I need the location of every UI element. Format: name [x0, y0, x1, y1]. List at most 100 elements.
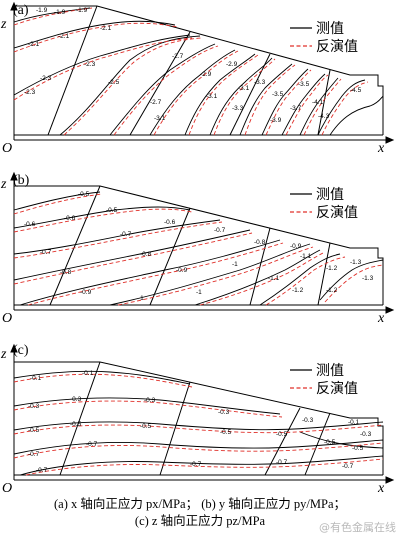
contour-label: -1 [196, 289, 202, 296]
contour-label: -2.5 [108, 79, 120, 86]
axis-z-label: z [0, 347, 7, 362]
contour-label: -1.3 [362, 275, 374, 282]
contour-label: -2.1 [28, 41, 40, 48]
contour-label: -1.2 [292, 287, 304, 294]
origin-label: O [2, 141, 12, 156]
legend-inverted-label: 反演值 [316, 381, 358, 397]
contour-label: -3.3 [254, 79, 266, 86]
contour-label: -0.1 [348, 419, 360, 426]
contour-label: -2.3 [24, 89, 36, 96]
contour-label: -0.5 [28, 427, 40, 434]
contour-label: -0.5 [324, 439, 336, 446]
legend-a: 测值 反演值 [290, 21, 358, 55]
contour-label: -3.1 [154, 115, 166, 122]
contour-label: -1 [232, 261, 238, 268]
legend-measured-label: 测值 [316, 187, 344, 203]
contour-label: -0.5 [276, 431, 288, 438]
contour-label: -4.1 [312, 99, 324, 106]
contour-label: -1.3 [350, 259, 362, 266]
dam-outline-c [13, 361, 384, 476]
dam-outline-b [13, 185, 384, 306]
inverted-contours-a [13, 7, 369, 136]
contour-label: -0.7 [120, 231, 132, 238]
contour-label: -3.3 [232, 105, 244, 112]
axis-z-label: z [0, 177, 7, 192]
watermark: @有色金属在线 [319, 521, 396, 534]
contour-label: -2.3 [84, 61, 96, 68]
caption-line-2: (c) z 轴向正应力 pz/MPa [134, 514, 266, 528]
contour-labels-a: -1.9 -1.9 -1.9 -2.1 -2.1 -2.1 -2.3 -2.3 … [24, 7, 362, 124]
contour-plot-b: z (b) x O [0, 171, 395, 326]
contour-label: -3.7 [290, 105, 302, 112]
contour-label: -0.7 [28, 451, 40, 458]
panel-tag: (c) [13, 343, 29, 358]
contour-label: -0.7 [190, 461, 202, 468]
figure-caption: (a) x 轴向正应力 px/MPa； (b) y 轴向正应力 py/MPa； … [0, 496, 400, 530]
contour-label: -0.7 [214, 227, 226, 234]
measured-contours-a [13, 7, 384, 136]
contour-label: -0.6 [24, 221, 36, 228]
contour-label: -0.8 [254, 239, 266, 246]
contour-label: -2.1 [100, 25, 112, 32]
contour-label: -0.8 [60, 269, 72, 276]
contour-plot-c: z (c) x O -0.1 [0, 343, 395, 495]
contour-plot-a: z (a) x O [0, 1, 395, 156]
panel-tag: (a) [13, 3, 29, 18]
contour-label: -2.9 [200, 71, 212, 78]
contour-label: -0.9 [290, 243, 302, 250]
contour-label: -1.1 [268, 275, 280, 282]
contour-label: -3.1 [238, 85, 250, 92]
contour-label: -2.9 [226, 61, 238, 68]
origin-label: O [2, 481, 12, 495]
contour-labels-c: -0.1 -0.1 -0.3 -0.3 -0.3 -0.5 -0.5 -0.5 … [28, 370, 372, 474]
contour-label: -0.7 [36, 467, 48, 474]
panel-a: z (a) x O [0, 0, 400, 160]
inverted-contours-b [13, 193, 384, 306]
panel-c: z (c) x O -0.1 [0, 340, 400, 495]
contour-labels-b: -0.5 -0.6 -0.6 -0.5 -0.7 -0.7 -0.6 -0.8 … [24, 191, 374, 302]
contour-label: -0.9 [80, 289, 92, 296]
contour-label: -0.3 [360, 431, 372, 438]
contour-label: -0.5 [70, 421, 82, 428]
contour-label: -1.2 [326, 265, 338, 272]
contour-label: -0.3 [28, 403, 40, 410]
legend-c: 测值 反演值 [290, 363, 358, 397]
legend-inverted-label: 反演值 [316, 205, 358, 221]
contour-label: -0.3 [144, 397, 156, 404]
contour-label: -0.9 [176, 267, 188, 274]
contour-label: -1.9 [76, 7, 88, 14]
contour-label: -0.7 [342, 463, 354, 470]
contour-label: -2.7 [150, 99, 162, 106]
measured-contours-c [13, 370, 384, 476]
panel-b: z (b) x O [0, 170, 400, 330]
contour-label: -3.5 [298, 81, 310, 88]
contour-label: -0.6 [64, 215, 76, 222]
contour-label: -0.5 [352, 445, 364, 452]
contour-label: -4.3 [318, 113, 330, 120]
contour-label: -0.7 [40, 249, 52, 256]
contour-label: -2.1 [58, 33, 70, 40]
contour-label: -1 [138, 295, 144, 302]
contour-label: -3.9 [270, 117, 282, 124]
contour-label: -0.8 [140, 251, 152, 258]
contour-label: -0.1 [82, 370, 94, 377]
legend-inverted-label: 反演值 [316, 39, 358, 55]
legend-measured-label: 测值 [316, 363, 344, 379]
contour-label: -0.5 [220, 429, 232, 436]
measured-contours-b [13, 191, 384, 306]
contour-label: -2.3 [40, 75, 52, 82]
contour-label: -1.2 [326, 287, 338, 294]
contour-label: -0.5 [106, 207, 118, 214]
contour-label: -0.3 [70, 396, 82, 403]
contour-label: -3.1 [206, 93, 218, 100]
inverted-contours-c [13, 373, 384, 476]
contour-label: -0.7 [276, 459, 288, 466]
axis-z-label: z [0, 17, 7, 32]
caption-line-1: (a) x 轴向正应力 px/MPa； (b) y 轴向正应力 py/MPa； [54, 497, 346, 511]
contour-label: -1.9 [54, 9, 66, 16]
contour-label: -0.6 [164, 219, 176, 226]
contour-label: -2.7 [172, 53, 184, 60]
contour-label: -0.7 [86, 441, 98, 448]
axis-x-label: x [377, 481, 385, 495]
contour-label: -0.1 [30, 375, 42, 382]
